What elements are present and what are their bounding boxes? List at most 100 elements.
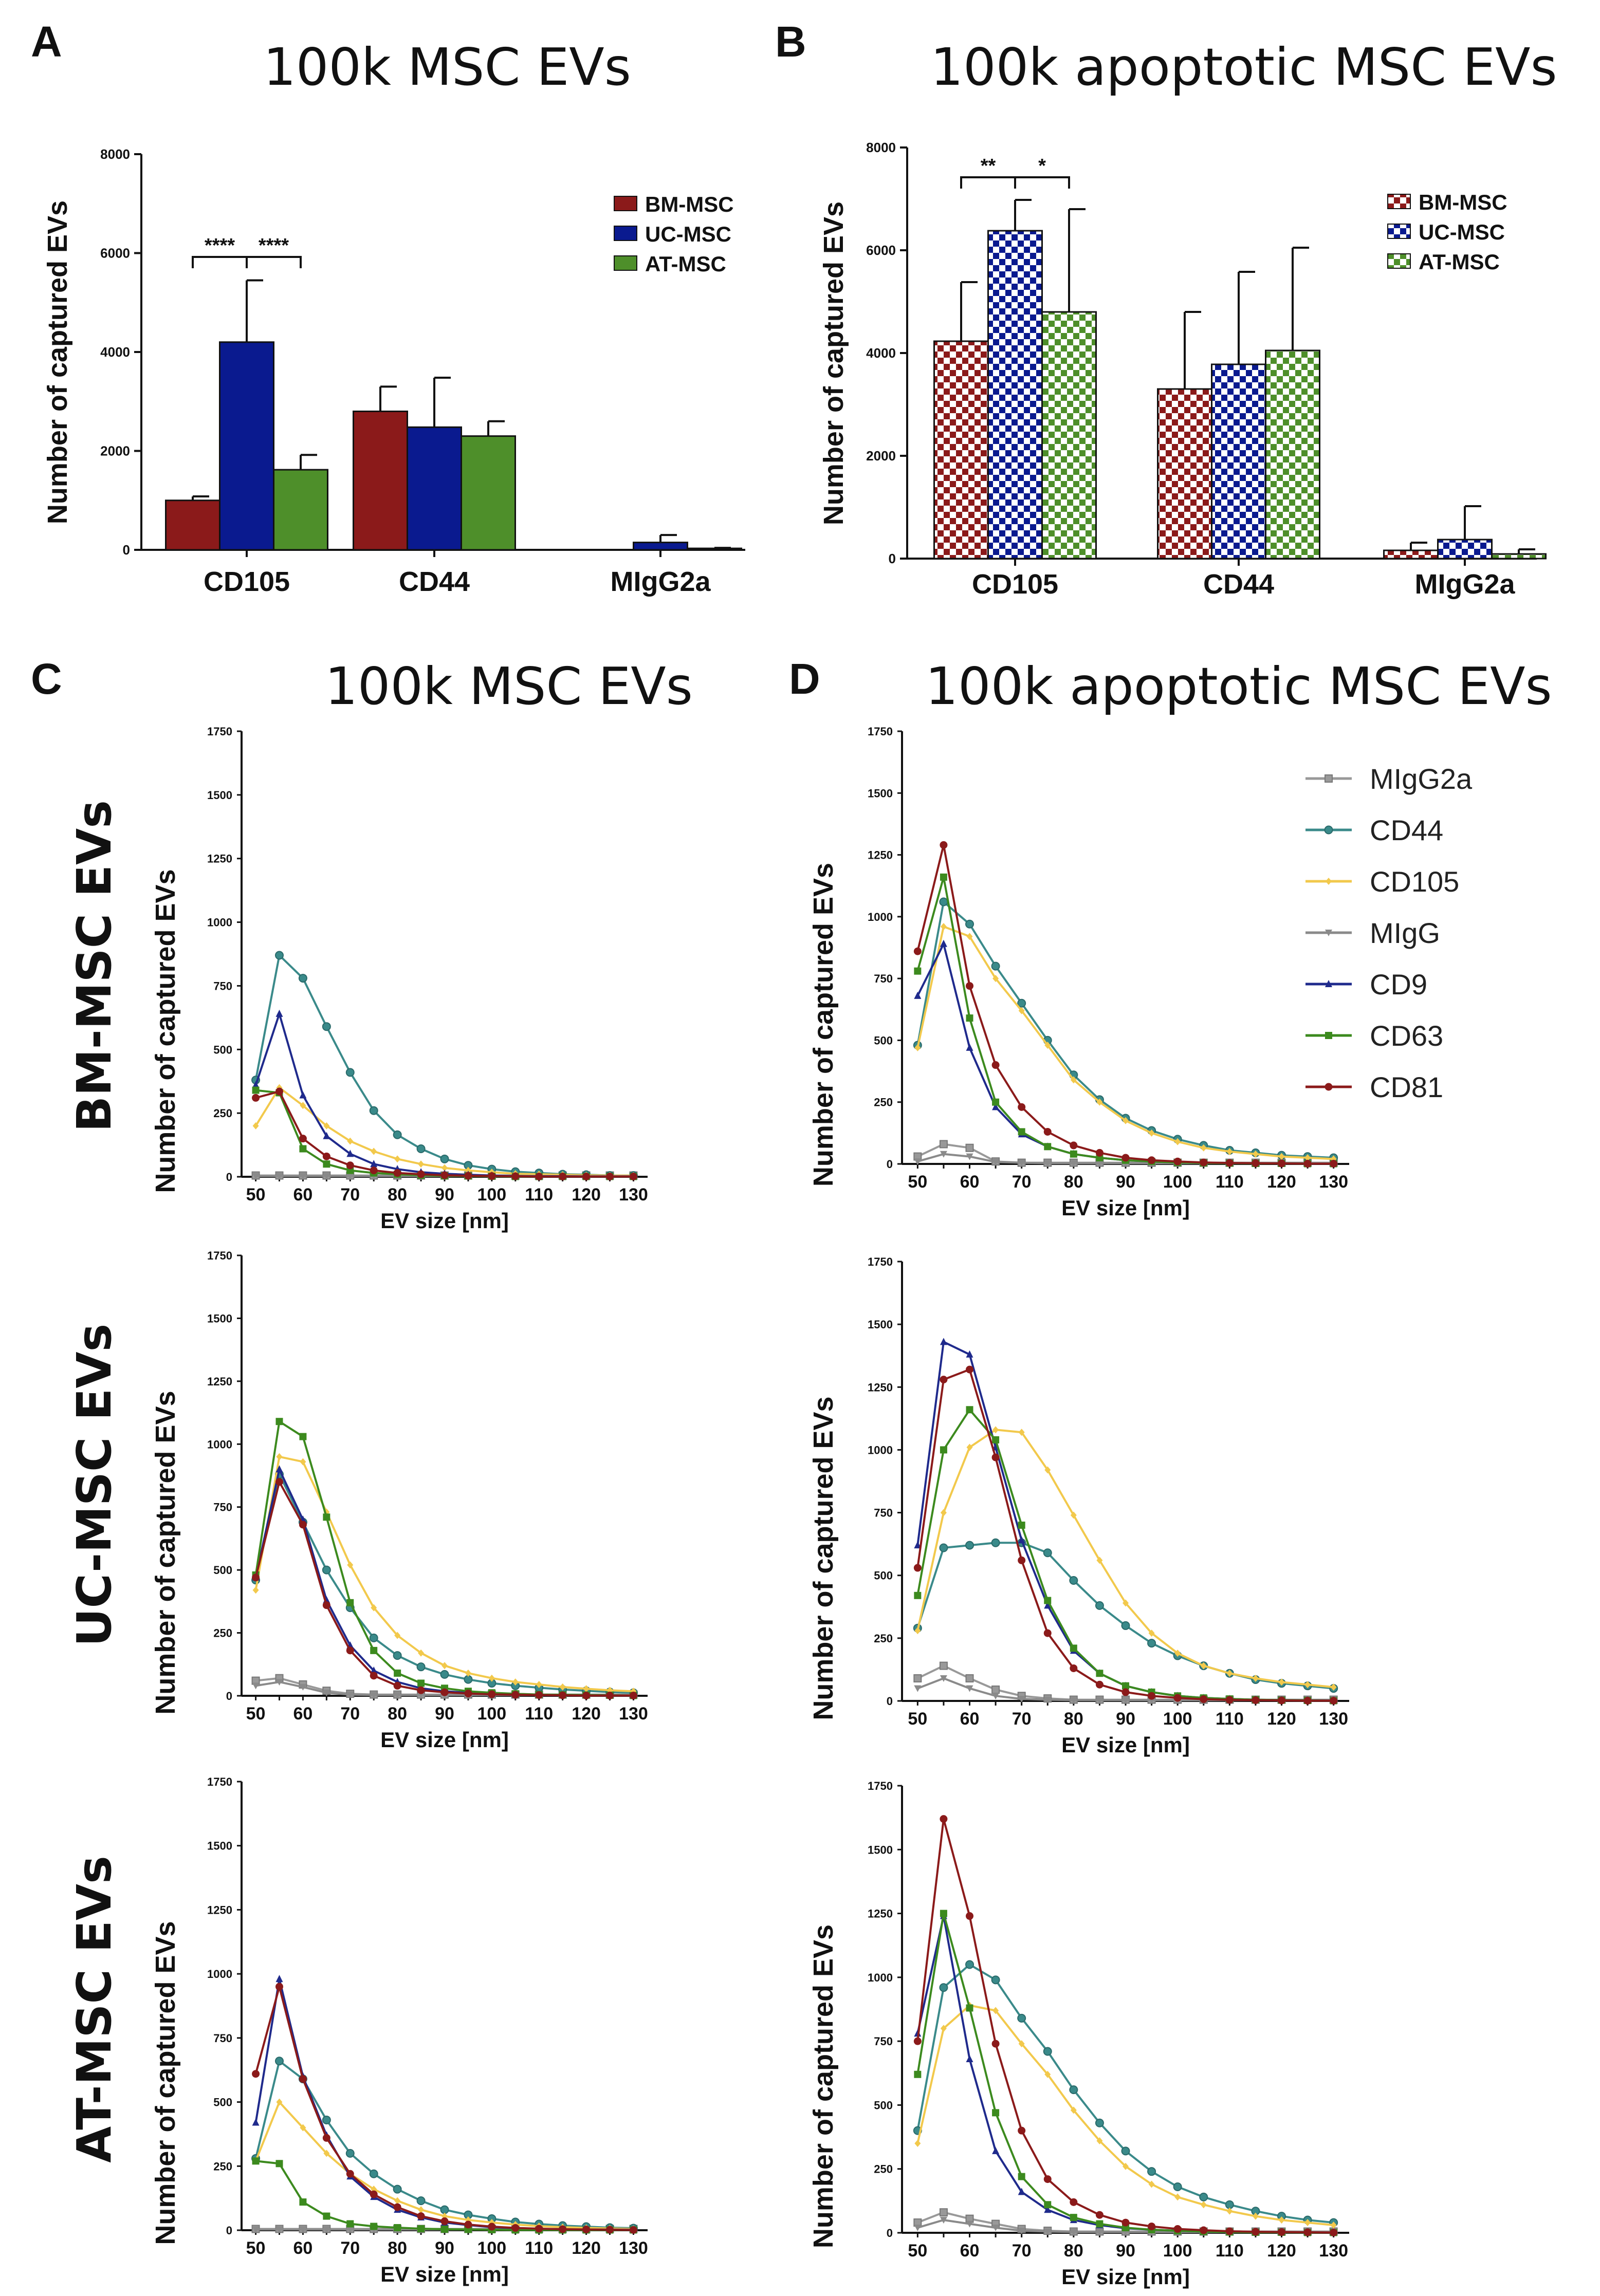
marker-cd9 [1018,2188,1025,2195]
y-axis-label: Number of captured EVs [150,1391,181,1714]
marker-cd81 [991,1453,1000,1461]
bar-uc-msc-cd105 [219,341,274,551]
bar-at-msc-migg2a [1491,553,1547,560]
marker-cd105 [536,1680,542,1688]
marker-cd9 [914,1541,922,1549]
y-tick-label: 0 [226,2224,232,2237]
marker-cd9 [1044,1601,1052,1609]
marker-cd105 [1200,1662,1207,1670]
legend-swatch-uc-msc [1387,224,1411,239]
x-tick-label: 100 [477,1704,506,1724]
x-tick-label: 50 [246,1704,266,1724]
marker-cd63 [299,1433,307,1440]
marker-migg [370,1692,378,1699]
marker-cd105 [465,1166,471,1174]
marker-cd105 [1304,1154,1311,1161]
marker-cd81 [1043,1629,1052,1637]
y-tick-label: 1250 [868,1381,893,1394]
line-chart-d-uc: 0 250 500 750 1000 1250 1500 1750 50 60 70 80 90 100 1… [808,1255,1349,1757]
marker-cd105 [276,1453,283,1460]
y-tick-label: 1000 [207,916,232,929]
marker-migg [346,1691,354,1698]
x-tick-label: 110 [525,1704,553,1724]
marker-cd105 [394,1155,401,1163]
marker-cd81 [488,1172,496,1180]
bar-at-msc-cd44 [461,435,516,551]
marker-cd44 [416,2196,426,2206]
bar-at-msc-cd105 [273,469,328,551]
x-axis-label: EV size [nm] [380,1209,509,1233]
legend-swatch-at-msc [1387,253,1411,269]
marker-cd44 [369,2169,378,2178]
y-tick-label: 250 [213,1107,232,1120]
series-cd63 [914,1406,1337,1705]
y-tick-label: 8000 [100,146,130,162]
y-tick-label: 1250 [207,853,232,865]
marker-migg [299,2226,307,2233]
x-tick-label: 100 [1163,2241,1192,2261]
marker-cd44 [345,1068,355,1077]
y-axis-label: Number of captured EVs [808,863,839,1187]
legend-label: BM-MSC [1419,190,1507,214]
y-tick-label: 1000 [868,1971,893,1984]
y-tick-label: 1250 [207,1375,232,1388]
marker-cd9 [252,1081,260,1088]
marker-migg [1044,2228,1052,2235]
marker-cd81 [1173,1157,1182,1165]
category-label: CD44 [399,566,470,597]
marker-cd81 [559,1173,567,1181]
marker-cd9 [1325,980,1332,987]
x-tick-label: 50 [246,2238,266,2258]
marker-cd63 [370,2223,378,2230]
marker-cd81 [913,1564,922,1572]
legend-label: MIgG2a [1370,763,1473,795]
y-tick-label: 1750 [207,1249,232,1262]
series-cd44 [251,951,638,1180]
y-tick-label: 1500 [868,1318,893,1331]
marker-migg [299,1173,307,1180]
title-c: 100k MSC EVs [325,656,693,716]
legend-label: UC-MSC [1419,220,1505,244]
marker-cd9 [940,1338,947,1345]
x-axis-label: EV size [nm] [1061,1733,1190,1757]
legend-label: CD44 [1370,814,1443,846]
row-label-bm: BM-MSC EVs [67,800,122,1132]
x-axis-label: EV size [nm] [1061,1196,1190,1220]
legend-label: BM-MSC [645,192,734,216]
marker-cd81 [393,1681,401,1690]
x-tick-label: 90 [1116,2241,1135,2261]
marker-cd44 [1017,2013,1026,2023]
row-label-at: AT-MSC EVs [67,1856,122,2163]
marker-cd105 [1123,1117,1129,1124]
series-line-cd44 [254,2060,634,2229]
marker-cd63 [252,1086,260,1094]
marker-cd44 [322,2115,331,2124]
marker-cd9 [966,1043,973,1051]
x-tick-label: 70 [1012,1709,1032,1729]
y-tick-label: 1750 [207,725,232,738]
marker-cd44 [965,1541,974,1550]
marker-cd81 [606,1173,614,1181]
bar-bm-msc-cd105 [933,340,989,560]
marker-cd9 [370,1667,378,1674]
marker-cd105 [1148,2180,1155,2188]
marker-cd44 [393,1130,402,1139]
significance-bracket [960,176,1070,189]
marker-cd44 [440,1670,449,1679]
marker-cd105 [1096,1557,1103,1564]
marker-cd44 [965,1960,974,1969]
series-cd63 [252,1418,637,1699]
marker-cd9 [992,2146,1000,2154]
marker-cd63 [966,1406,973,1414]
series-line-cd81 [916,1818,1334,2234]
x-tick-label: 60 [293,2238,313,2258]
marker-cd105 [418,1160,425,1168]
marker-cd9 [299,1091,307,1099]
x-tick-label: 80 [388,2238,407,2258]
marker-cd81 [582,1692,591,1700]
marker-cd44 [1095,2118,1104,2127]
marker-cd81 [440,2217,449,2226]
marker-cd9 [252,2118,260,2126]
marker-migg [346,1173,354,1180]
marker-cd105 [442,1662,448,1670]
